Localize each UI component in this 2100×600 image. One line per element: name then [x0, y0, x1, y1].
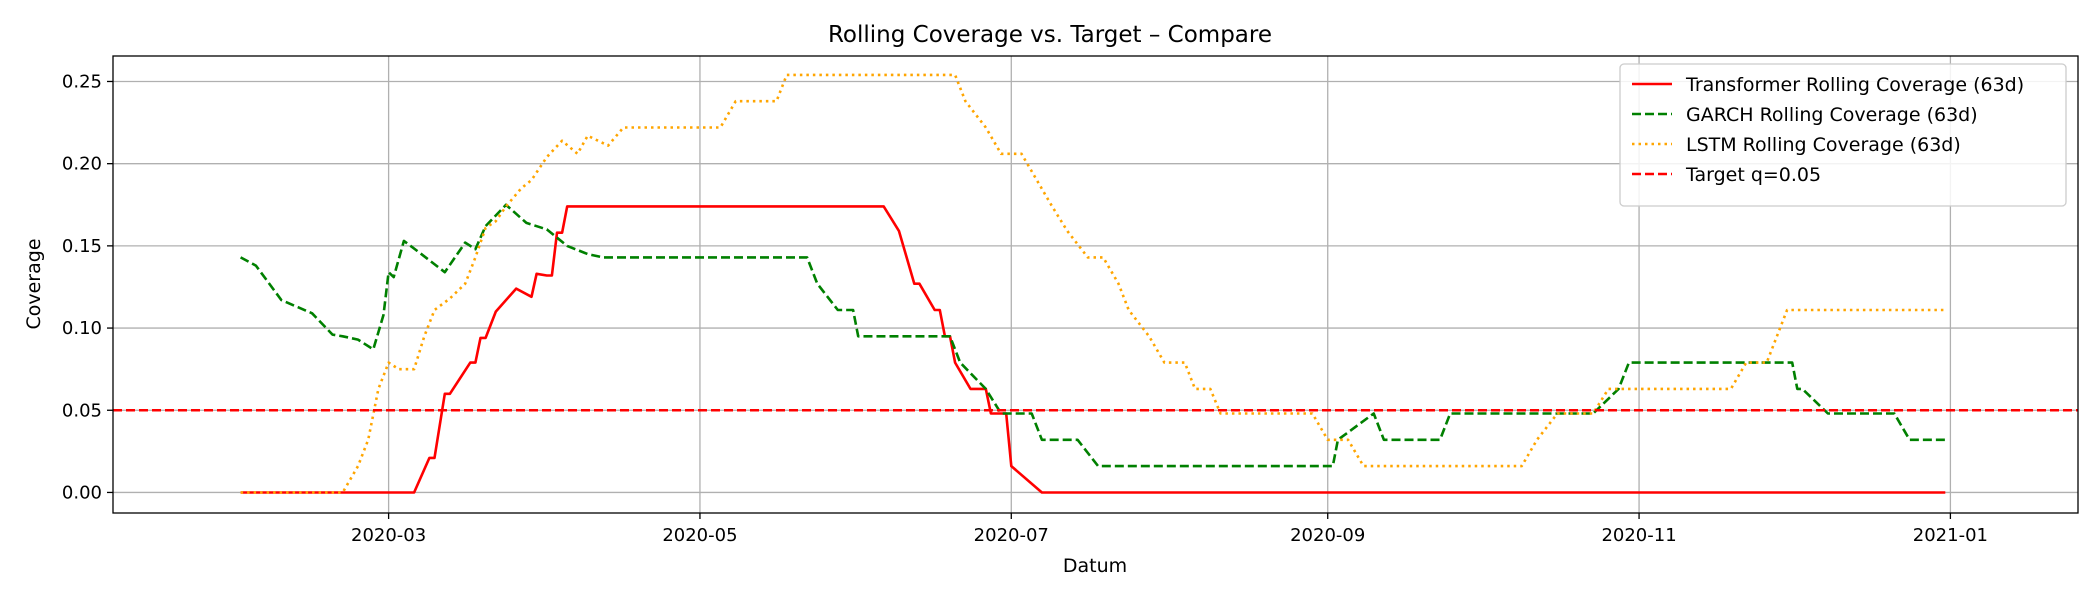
- x-tick-label: 2020-07: [974, 525, 1049, 546]
- x-axis-ticks: 2020-03 2020-05 2020-07 2020-09 2020-11 2021-…: [351, 513, 1988, 546]
- y-tick-label: 0.00: [62, 482, 102, 503]
- y-tick-label: 0.25: [62, 71, 102, 92]
- y-tick-label: 0.10: [62, 318, 102, 339]
- series-line-transformer-rolling-coverage-63d: [240, 205, 1946, 494]
- legend-label: GARCH Rolling Coverage (63d): [1686, 104, 1978, 126]
- y-axis-ticks: 0.00 0.05 0.10 0.15 0.20 0.25: [62, 71, 113, 503]
- legend-box: [1619, 63, 2067, 207]
- legend-label: LSTM Rolling Coverage (63d): [1686, 134, 1961, 156]
- y-tick-label: 0.15: [62, 236, 102, 257]
- x-tick-label: 2020-09: [1290, 525, 1365, 546]
- x-tick-label: 2021-01: [1913, 525, 1988, 546]
- x-tick-label: 2020-11: [1601, 525, 1676, 546]
- x-axis-label: Datum: [1063, 555, 1127, 577]
- x-tick-label: 2020-05: [662, 525, 737, 546]
- y-tick-label: 0.05: [62, 400, 102, 421]
- series-line-garch-rolling-coverage-63d: [239, 203, 1946, 468]
- legend-label: Transformer Rolling Coverage (63d): [1685, 74, 2024, 96]
- legend-label: Target q=0.05: [1685, 164, 1821, 186]
- y-tick-label: 0.20: [62, 154, 102, 175]
- plot-frame: [112, 55, 2079, 514]
- series-line-lstm-rolling-coverage-63d: [240, 73, 1946, 494]
- series-lines: [113, 73, 2078, 494]
- x-tick-label: 2020-03: [351, 525, 426, 546]
- legend: Transformer Rolling Coverage (63d) GARCH …: [1619, 63, 2067, 207]
- chart-title: Rolling Coverage vs. Target – Compare: [828, 22, 1272, 48]
- y-axis-label: Coverage: [23, 238, 45, 329]
